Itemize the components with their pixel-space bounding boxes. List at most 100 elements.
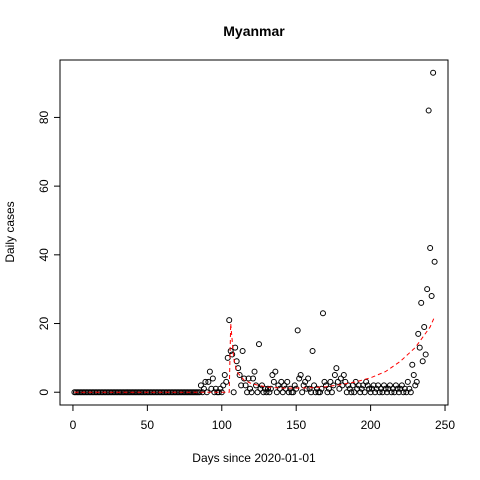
point	[221, 372, 228, 379]
x-tick-label: 150	[286, 418, 306, 432]
point	[321, 378, 328, 385]
point	[258, 382, 265, 389]
point	[318, 385, 325, 392]
y-tick-label: 20	[37, 317, 51, 331]
point	[415, 330, 422, 337]
point	[309, 348, 316, 355]
point	[317, 389, 324, 396]
point	[269, 372, 276, 379]
point	[291, 382, 298, 389]
point	[418, 299, 425, 306]
point	[366, 385, 373, 392]
x-tick-label: 100	[212, 418, 232, 432]
point	[311, 382, 318, 389]
point	[358, 385, 365, 392]
point	[406, 385, 413, 392]
point	[230, 389, 237, 396]
point	[236, 372, 243, 379]
x-tick-label: 0	[70, 418, 77, 432]
point	[250, 375, 257, 382]
point	[226, 317, 233, 324]
point	[276, 385, 283, 392]
point	[428, 293, 435, 300]
point	[373, 385, 380, 392]
point	[328, 389, 335, 396]
point	[355, 382, 362, 389]
point	[290, 389, 297, 396]
point	[422, 351, 429, 358]
point	[383, 389, 390, 396]
point	[247, 385, 254, 392]
point	[375, 382, 382, 389]
point	[296, 375, 303, 382]
point	[412, 382, 419, 389]
point	[409, 361, 416, 368]
point	[342, 378, 349, 385]
point	[248, 389, 255, 396]
point	[425, 107, 432, 114]
point	[336, 385, 343, 392]
point	[264, 385, 271, 392]
point	[308, 389, 315, 396]
point	[319, 310, 326, 317]
point	[354, 385, 361, 392]
point	[263, 389, 270, 396]
point	[378, 385, 385, 392]
point	[419, 358, 426, 365]
point	[303, 385, 310, 392]
point	[251, 368, 258, 375]
point	[372, 389, 379, 396]
point	[272, 368, 279, 375]
point	[306, 385, 313, 392]
point	[279, 389, 286, 396]
point	[197, 382, 204, 389]
point	[209, 375, 216, 382]
point	[343, 389, 350, 396]
point	[241, 375, 248, 382]
point	[282, 385, 289, 392]
point	[206, 368, 213, 375]
x-tick-label: 200	[361, 418, 381, 432]
point	[388, 389, 395, 396]
point	[217, 385, 224, 392]
point	[357, 389, 364, 396]
point	[327, 378, 334, 385]
point	[404, 378, 411, 385]
point	[392, 382, 399, 389]
point	[266, 389, 273, 396]
point	[382, 385, 389, 392]
point	[385, 385, 392, 392]
point	[270, 378, 277, 385]
point	[398, 382, 405, 389]
point	[232, 344, 239, 351]
point	[253, 382, 260, 389]
y-tick-label: 0	[37, 389, 51, 396]
point	[208, 385, 215, 392]
point	[244, 389, 251, 396]
point	[254, 389, 261, 396]
point	[361, 389, 368, 396]
point	[260, 389, 267, 396]
point	[212, 385, 219, 392]
point	[330, 382, 337, 389]
point	[389, 385, 396, 392]
point	[302, 378, 309, 385]
point	[379, 389, 386, 396]
point	[220, 382, 227, 389]
point	[346, 385, 353, 392]
point	[360, 382, 367, 389]
point	[200, 385, 207, 392]
point	[199, 389, 206, 396]
point	[278, 378, 285, 385]
point	[430, 69, 437, 76]
point	[340, 372, 347, 379]
point	[273, 389, 280, 396]
point	[424, 286, 431, 293]
point	[285, 389, 292, 396]
point	[245, 375, 252, 382]
point	[305, 375, 312, 382]
point	[348, 389, 355, 396]
point	[397, 385, 404, 392]
point	[421, 323, 428, 330]
